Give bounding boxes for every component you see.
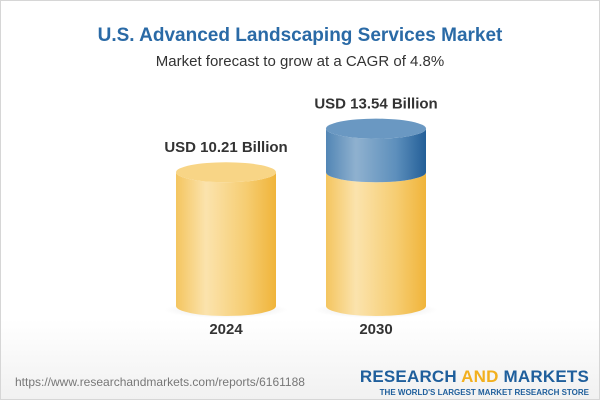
cylinder-top (326, 118, 426, 139)
logo-text-and: AND (461, 367, 499, 386)
cylinder-top (176, 162, 276, 183)
data-label: USD 10.21 Billion (164, 139, 287, 156)
research-and-markets-logo: RESEARCH AND MARKETS THE WORLD'S LARGEST… (360, 367, 589, 397)
logo-text: MARKETS (498, 367, 589, 386)
cylinder-body (176, 172, 276, 316)
source-url[interactable]: https://www.researchandmarkets.com/repor… (15, 375, 305, 389)
cylinder-base-segment (326, 172, 426, 316)
logo-text: RESEARCH (359, 367, 462, 386)
logo-tagline: THE WORLD'S LARGEST MARKET RESEARCH STOR… (379, 388, 589, 397)
cylinder-growth-segment (326, 128, 426, 183)
chart-subtitle: Market forecast to grow at a CAGR of 4.8… (155, 53, 445, 70)
category-label: 2030 (359, 321, 392, 338)
chart-title: U.S. Advanced Landscaping Services Marke… (97, 25, 503, 46)
data-label: USD 13.54 Billion (314, 96, 437, 113)
category-label: 2024 (209, 321, 243, 338)
